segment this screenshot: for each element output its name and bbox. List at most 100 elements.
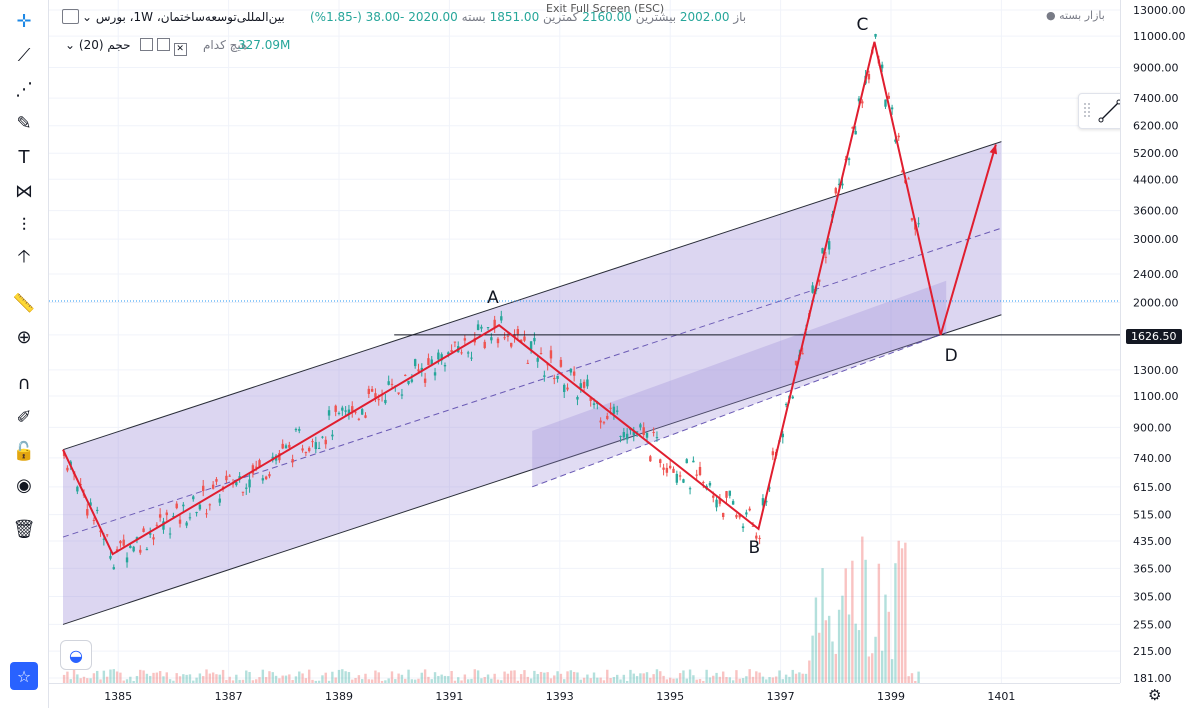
- candle-body: [447, 352, 450, 355]
- candle-body: [390, 383, 394, 385]
- volume-bar: [99, 679, 102, 683]
- volume-bar: [602, 680, 606, 683]
- unlock-icon[interactable]: 🔓: [12, 440, 36, 462]
- candle-body: [576, 396, 579, 400]
- candle-body: [168, 533, 172, 535]
- volume-bar: [417, 678, 420, 683]
- candle-body: [324, 439, 327, 445]
- volume-bar: [887, 611, 890, 683]
- volume-bar: [493, 673, 496, 683]
- volume-bar: [62, 674, 66, 683]
- candle-body: [496, 338, 500, 344]
- candle-body: [761, 498, 765, 506]
- volume-bar: [907, 676, 910, 683]
- candle-body: [791, 396, 794, 399]
- eye-icon[interactable]: ◉: [16, 474, 32, 496]
- volume-bar: [712, 675, 715, 683]
- volume-bar: [69, 679, 72, 683]
- candle-body: [192, 496, 195, 500]
- volume-bar: [168, 679, 172, 683]
- volume-bar: [808, 660, 811, 683]
- candle-body: [341, 407, 344, 411]
- volume-bar: [847, 614, 851, 683]
- indicator-controls[interactable]: ✕: [140, 38, 187, 56]
- time-tick-label: 1387: [215, 690, 243, 703]
- volume-bar: [529, 678, 533, 683]
- volume-bar: [586, 674, 589, 683]
- candle-body: [841, 183, 844, 186]
- volume-bar: [354, 677, 357, 683]
- candle-body: [178, 519, 182, 524]
- volume-bar: [82, 676, 86, 683]
- volume-bar: [466, 679, 470, 683]
- volume-bar: [705, 669, 708, 683]
- volume-bar: [483, 677, 486, 683]
- volume-bar: [642, 673, 645, 683]
- candle-body: [890, 107, 894, 110]
- candle-body: [678, 475, 682, 477]
- ruler-icon[interactable]: 📏: [12, 292, 36, 314]
- price-tick-label: 3000.00: [1133, 233, 1179, 246]
- candle-body: [377, 399, 380, 401]
- candle-body: [264, 476, 268, 480]
- lock-draw-icon[interactable]: ✐: [16, 406, 32, 428]
- candle-body: [317, 447, 321, 449]
- volume-bar: [89, 678, 92, 683]
- volume-bar: [516, 680, 520, 683]
- time-axis[interactable]: 1385 1387 1389 1391 1393 1395 1397 1399 1401: [49, 683, 1120, 709]
- volume-bar: [871, 653, 874, 683]
- arrow-up-icon[interactable]: 🡡: [17, 246, 31, 267]
- volume-bar: [251, 680, 255, 683]
- candle-body: [417, 369, 420, 372]
- volume-bar: [268, 671, 271, 683]
- candle-body: [708, 482, 712, 486]
- volume-bar: [413, 679, 417, 683]
- collapse-legend-icon[interactable]: [62, 9, 79, 24]
- settings-icon[interactable]: [140, 38, 153, 51]
- close-value: 2020.00: [408, 10, 458, 24]
- candle-body: [543, 375, 546, 377]
- zoom-icon[interactable]: ⊕: [16, 326, 32, 348]
- volume-bar: [86, 678, 89, 683]
- volume-bar: [238, 679, 241, 683]
- price-tick-label: 4400.00: [1133, 173, 1179, 186]
- volume-bar: [765, 679, 768, 683]
- brush-icon[interactable]: ✎: [16, 112, 32, 134]
- trend-line-icon[interactable]: ⟋: [17, 44, 31, 66]
- pattern-icon[interactable]: ⋈: [15, 180, 33, 202]
- measure-icon[interactable]: ⫶: [21, 214, 27, 236]
- chart-canvas[interactable]: A B C D: [49, 0, 1120, 683]
- volume-bar: [307, 669, 311, 683]
- channel-upper-line: [62, 141, 1002, 451]
- candle-body: [152, 537, 155, 540]
- symbol-title[interactable]: بین‌المللی‌توسعه‌ساختمان، 1W، بورس ⌄: [82, 10, 285, 24]
- volume-bar: [837, 609, 841, 683]
- volume-bar: [102, 670, 106, 683]
- trash-icon[interactable]: 🗑: [12, 518, 36, 540]
- volume-bar: [79, 678, 82, 683]
- crosshair-icon[interactable]: ✛: [16, 10, 32, 32]
- candle-body: [364, 415, 367, 418]
- close-icon[interactable]: ✕: [173, 43, 187, 56]
- fib-icon[interactable]: ⋰: [15, 78, 33, 100]
- exit-fullscreen-hint[interactable]: Exit Full Screen (ESC): [546, 2, 665, 15]
- volume-legend[interactable]: حجم (20) ⌄: [65, 38, 131, 52]
- candle-body: [702, 482, 705, 484]
- volume-bar: [427, 676, 430, 683]
- source-icon[interactable]: [156, 38, 170, 51]
- star-icon[interactable]: ☆: [10, 662, 38, 690]
- magnet-icon[interactable]: ∩: [17, 372, 31, 394]
- candle-body: [185, 522, 188, 526]
- candle-body: [132, 546, 135, 552]
- volume-bar: [321, 675, 324, 683]
- symbol-exchange: بورس: [95, 10, 126, 24]
- volume-bar: [884, 594, 887, 683]
- candle-body: [672, 468, 675, 473]
- volume-bar: [827, 615, 831, 683]
- time-tick-label: 1401: [987, 690, 1015, 703]
- gear-icon[interactable]: ⚙: [1148, 686, 1162, 704]
- volume-bar: [344, 671, 347, 683]
- candle-body: [688, 488, 692, 490]
- candle-body: [66, 467, 69, 471]
- text-icon[interactable]: T: [18, 146, 30, 168]
